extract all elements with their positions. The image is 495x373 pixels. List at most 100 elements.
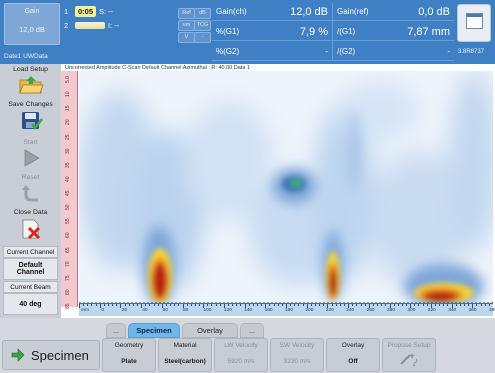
lw-velocity-field[interactable]: LW Velocity 5920 m/s bbox=[214, 338, 268, 372]
sw-velocity-label: SW Velocity bbox=[279, 342, 315, 349]
reset-button[interactable]: Reset bbox=[3, 174, 58, 203]
readout-ig1-value: 7,87 mm bbox=[407, 25, 450, 38]
readout-gain-ref[interactable]: Gain(ref) 0,0 dB bbox=[333, 3, 454, 21]
x-axis-minor-tick bbox=[136, 304, 138, 306]
x-axis-minor-tick bbox=[447, 304, 449, 306]
gate-2-row[interactable]: 2 I: -- bbox=[64, 19, 119, 31]
material-label: Material bbox=[173, 342, 197, 349]
x-axis-minor-tick bbox=[211, 304, 213, 306]
bottom-panel: ... Specimen Overlay ... Specimen Geomet… bbox=[0, 318, 495, 373]
x-axis-minor-tick bbox=[178, 304, 180, 306]
readout-pg2-label: %(G2) bbox=[216, 47, 240, 56]
x-axis-minor-tick bbox=[281, 304, 283, 306]
material-field[interactable]: Material Steel(carbon) bbox=[158, 338, 212, 372]
x-axis-minor-tick bbox=[236, 304, 238, 306]
reset-arrow-icon bbox=[21, 185, 38, 202]
load-setup-label: Load Setup bbox=[13, 66, 48, 73]
x-axis-minor-tick bbox=[389, 304, 391, 308]
overlay-field[interactable]: Overlay Off bbox=[326, 338, 380, 372]
minus-button[interactable]: - bbox=[194, 32, 211, 43]
gain-box-label: Gain bbox=[24, 8, 40, 15]
specimen-button-label: Specimen bbox=[31, 347, 89, 363]
tab-overlay[interactable]: Overlay bbox=[182, 323, 238, 338]
geometry-value: Plate bbox=[121, 358, 137, 365]
cscan-heatmap[interactable] bbox=[79, 71, 493, 303]
lw-velocity-label: LW Velocity bbox=[224, 342, 258, 349]
start-button[interactable]: Start bbox=[3, 139, 58, 168]
v-button[interactable]: V bbox=[178, 32, 195, 43]
ruler-tick-label: 70 bbox=[65, 261, 71, 267]
overlay-value: Off bbox=[348, 358, 358, 365]
gate-2-bar[interactable] bbox=[75, 21, 105, 29]
gate-1-row[interactable]: 1 0:05 S: -- bbox=[64, 5, 113, 17]
ruler-tick-label: 25 bbox=[65, 133, 71, 140]
current-channel-label: Current Channel bbox=[3, 246, 58, 258]
ruler-tick-label: 50 bbox=[65, 204, 71, 211]
x-axis-minor-tick bbox=[83, 304, 85, 306]
x-axis-minor-tick bbox=[360, 304, 362, 306]
x-axis-minor-tick bbox=[265, 304, 267, 308]
x-axis-minor-tick bbox=[443, 304, 445, 306]
x-axis-minor-tick bbox=[459, 304, 461, 306]
sw-velocity-value: 3230 m/s bbox=[283, 358, 311, 365]
x-axis-minor-tick bbox=[439, 304, 441, 306]
x-axis-minor-tick bbox=[174, 304, 176, 306]
gain-box[interactable]: Gain 12,0 dB bbox=[4, 3, 60, 45]
current-beam-value[interactable]: 40 deg bbox=[3, 293, 58, 315]
ref-button[interactable]: Ref bbox=[178, 8, 195, 19]
readout-ig2[interactable]: /(G2) - bbox=[333, 43, 454, 61]
gate-1-value[interactable]: 0:05 bbox=[75, 5, 97, 17]
save-disk-icon bbox=[21, 112, 43, 131]
x-axis-minor-tick bbox=[161, 304, 163, 308]
window-icon bbox=[466, 13, 483, 29]
x-axis-minor-tick bbox=[352, 304, 354, 306]
readout-ig2-label: /(G2) bbox=[337, 47, 356, 56]
x-axis-minor-tick bbox=[484, 304, 486, 306]
x-axis-ruler[interactable]: mm 0 20 40 60 80 100 120 140 160 180 200 220 240 260 28… bbox=[79, 303, 495, 316]
x-axis-minor-tick bbox=[335, 304, 337, 306]
x-axis-tick-label: 60 bbox=[162, 308, 168, 313]
sw-velocity-field[interactable]: SW Velocity 3230 m/s bbox=[270, 338, 324, 372]
specimen-button[interactable]: Specimen bbox=[2, 340, 100, 370]
x-axis-tick-label: 380 bbox=[489, 308, 495, 313]
x-axis-minor-tick bbox=[107, 304, 109, 306]
current-beam-value-text: 40 deg bbox=[19, 301, 42, 308]
tab-specimen[interactable]: Specimen bbox=[128, 323, 180, 338]
play-icon bbox=[24, 149, 40, 167]
tcg-button[interactable]: TCG bbox=[194, 20, 211, 31]
x-axis-tick-label: 300 bbox=[407, 308, 416, 313]
x-axis-minor-tick bbox=[302, 304, 304, 306]
x-axis-minor-tick bbox=[273, 304, 275, 306]
readout-pg1[interactable]: %(G1) 7,9 % bbox=[212, 23, 332, 41]
tab-more-left[interactable]: ... bbox=[106, 323, 126, 338]
close-data-button[interactable]: Close Data bbox=[3, 209, 58, 240]
x-axis-minor-tick bbox=[186, 304, 188, 306]
x-axis-tick-label: 240 bbox=[346, 308, 355, 313]
readout-gain-ch[interactable]: Gain(ch) 12,0 dB bbox=[212, 3, 332, 21]
x-axis-minor-tick bbox=[414, 304, 416, 306]
version-label: 3.8R8737 bbox=[458, 49, 485, 55]
depth-ruler[interactable]: 5.0 10 15 20 25 30 35 40 45 50 55 60 65 70 75 80 85 bbox=[61, 71, 78, 309]
current-channel-value[interactable]: Default Channel bbox=[3, 258, 58, 280]
readout-divider bbox=[332, 3, 333, 61]
x-axis-minor-tick bbox=[410, 304, 412, 308]
x-axis-minor-tick bbox=[103, 304, 105, 306]
propose-setup-button[interactable]: Propose Setup bbox=[382, 338, 436, 372]
db-button[interactable]: dB bbox=[194, 8, 211, 19]
cscan-plot[interactable]: Uncorrected Amplitude C-Scan Default Cha… bbox=[61, 64, 495, 318]
load-setup-button[interactable]: Load Setup bbox=[3, 66, 58, 95]
heatmap-high-signal bbox=[148, 176, 474, 303]
readout-pg2[interactable]: %(G2) - bbox=[212, 43, 332, 61]
geometry-field[interactable]: Geometry Plate bbox=[102, 338, 156, 372]
x-axis-minor-tick bbox=[153, 304, 155, 306]
x-axis-minor-tick bbox=[257, 304, 259, 306]
ruler-tick-label: 5.0 bbox=[65, 76, 71, 83]
x-axis-minor-tick bbox=[430, 304, 432, 308]
window-button[interactable] bbox=[457, 4, 491, 42]
x-axis-tick-label: 160 bbox=[264, 308, 273, 313]
save-changes-button[interactable]: Save Changes bbox=[3, 101, 58, 132]
um-button[interactable]: um bbox=[178, 20, 195, 31]
current-channel-value-text: Default Channel bbox=[16, 262, 45, 276]
tab-more-right[interactable]: ... bbox=[240, 323, 264, 338]
readout-ig1[interactable]: /(G1) 7,87 mm bbox=[333, 23, 454, 41]
